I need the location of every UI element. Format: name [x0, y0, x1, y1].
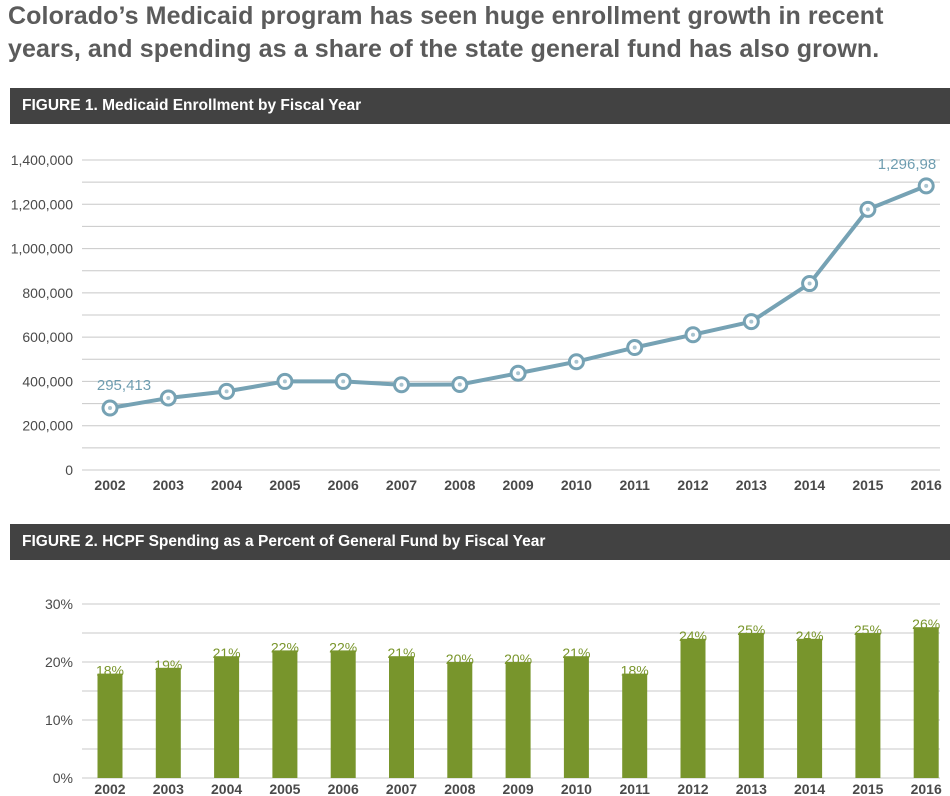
bar-data-label: 20% — [446, 651, 474, 667]
data-point-center — [108, 406, 112, 410]
figure2-title: FIGURE 2. HCPF Spending as a Percent of … — [10, 524, 950, 560]
bar-data-label: 22% — [329, 639, 357, 655]
data-point-center — [574, 359, 579, 364]
data-point-center — [282, 379, 287, 384]
bar-data-label: 21% — [213, 645, 241, 661]
y-tick-label: 1,200,000 — [11, 196, 73, 212]
x-tick-label: 2009 — [503, 781, 534, 796]
bar-data-label: 22% — [271, 639, 299, 655]
data-point-center — [632, 345, 637, 350]
x-tick-label: 2004 — [211, 781, 242, 796]
bar — [797, 638, 823, 778]
bar-data-label: 26% — [912, 616, 940, 632]
x-tick-label: 2003 — [153, 477, 184, 493]
data-point-center — [924, 183, 929, 188]
bar — [97, 673, 123, 778]
x-tick-label: 2003 — [153, 781, 184, 796]
bar — [563, 656, 589, 778]
data-point-center — [749, 319, 754, 324]
data-point-center — [516, 371, 521, 376]
bar — [389, 656, 414, 778]
y-tick-label: 30% — [45, 596, 73, 612]
bar — [855, 633, 881, 778]
bar — [913, 627, 939, 778]
bar-data-label: 21% — [562, 645, 590, 661]
x-tick-label: 2006 — [328, 781, 359, 796]
bar-data-label: 18% — [96, 663, 124, 679]
x-tick-label: 2012 — [677, 781, 708, 796]
bar-data-label: 21% — [387, 645, 415, 661]
x-tick-label: 2011 — [620, 477, 651, 493]
data-point-center — [807, 281, 812, 286]
y-tick-label: 400,000 — [22, 373, 73, 389]
x-tick-label: 2005 — [269, 477, 300, 493]
x-tick-label: 2006 — [328, 477, 359, 493]
y-tick-label: 200,000 — [22, 418, 73, 434]
data-point-center — [224, 389, 229, 394]
enrollment-line-chart: 0 200,000 400,000 600,000 800,000 1,000,000 1,… — [11, 152, 942, 493]
x-tick-label: 2002 — [94, 781, 125, 796]
data-label: 295,413 — [97, 377, 151, 394]
x-tick-label: 2012 — [677, 477, 708, 493]
x-tick-label: 2016 — [911, 781, 942, 796]
headline: Colorado’s Medicaid program has seen hug… — [8, 2, 884, 63]
bar — [622, 673, 648, 778]
x-tick-label: 2011 — [620, 781, 651, 796]
figure1-title: FIGURE 1. Medicaid Enrollment by Fiscal … — [10, 88, 950, 124]
bar-data-label: 20% — [504, 651, 532, 667]
x-tick-label: 2014 — [794, 781, 825, 796]
x-tick-label: 2004 — [211, 477, 242, 493]
y-tick-label: 600,000 — [22, 329, 73, 345]
x-tick-label: 2007 — [386, 781, 417, 796]
bar — [330, 650, 356, 778]
x-tick-label: 2005 — [269, 781, 300, 796]
bar — [505, 662, 531, 778]
bar — [214, 656, 240, 778]
y-tick-label: 800,000 — [22, 285, 73, 301]
x-tick-label: 2013 — [736, 781, 767, 796]
bar — [680, 638, 706, 778]
x-tick-label: 2008 — [444, 477, 475, 493]
x-tick-label: 2010 — [561, 781, 592, 796]
x-tick-label: 2009 — [503, 477, 534, 493]
data-point-center — [865, 207, 870, 212]
bar — [738, 633, 764, 778]
spending-bar-chart: 0% 10% 20% 30% 18% 19% 21% 22% 22% 21% 20% 20% 21% 18… — [45, 596, 942, 796]
x-tick-label: 2014 — [794, 477, 825, 493]
y-tick-label: 0% — [53, 770, 73, 786]
y-tick-label: 1,400,000 — [11, 152, 73, 168]
x-tick-label: 2015 — [852, 781, 883, 796]
y-tick-label: 1,000,000 — [11, 241, 73, 257]
data-point-center — [166, 396, 171, 401]
data-point-center — [691, 332, 695, 337]
bar-data-label: 25% — [854, 622, 882, 638]
bar-data-label: 25% — [737, 622, 765, 638]
bar — [272, 650, 298, 778]
bar-data-label: 19% — [154, 657, 182, 673]
y-tick-label: 10% — [45, 712, 73, 728]
data-point-center — [457, 382, 462, 387]
x-tick-label: 2010 — [561, 477, 592, 493]
x-tick-label: 2007 — [386, 477, 417, 493]
bar — [155, 667, 181, 778]
x-tick-label: 2015 — [852, 477, 883, 493]
x-tick-label: 2002 — [94, 477, 125, 493]
data-label: 1,296,98 — [878, 156, 936, 173]
bar-data-label: 18% — [621, 663, 649, 679]
x-tick-label: 2013 — [736, 477, 767, 493]
x-tick-label: 2016 — [911, 477, 942, 493]
x-tick-label: 2008 — [444, 781, 475, 796]
bar-data-label: 24% — [679, 628, 707, 644]
y-tick-label: 0 — [65, 462, 73, 478]
data-point-center — [399, 382, 404, 387]
y-tick-label: 20% — [45, 654, 73, 670]
data-point-center — [341, 379, 346, 384]
bar-data-label: 24% — [796, 628, 824, 644]
bar — [447, 662, 473, 778]
